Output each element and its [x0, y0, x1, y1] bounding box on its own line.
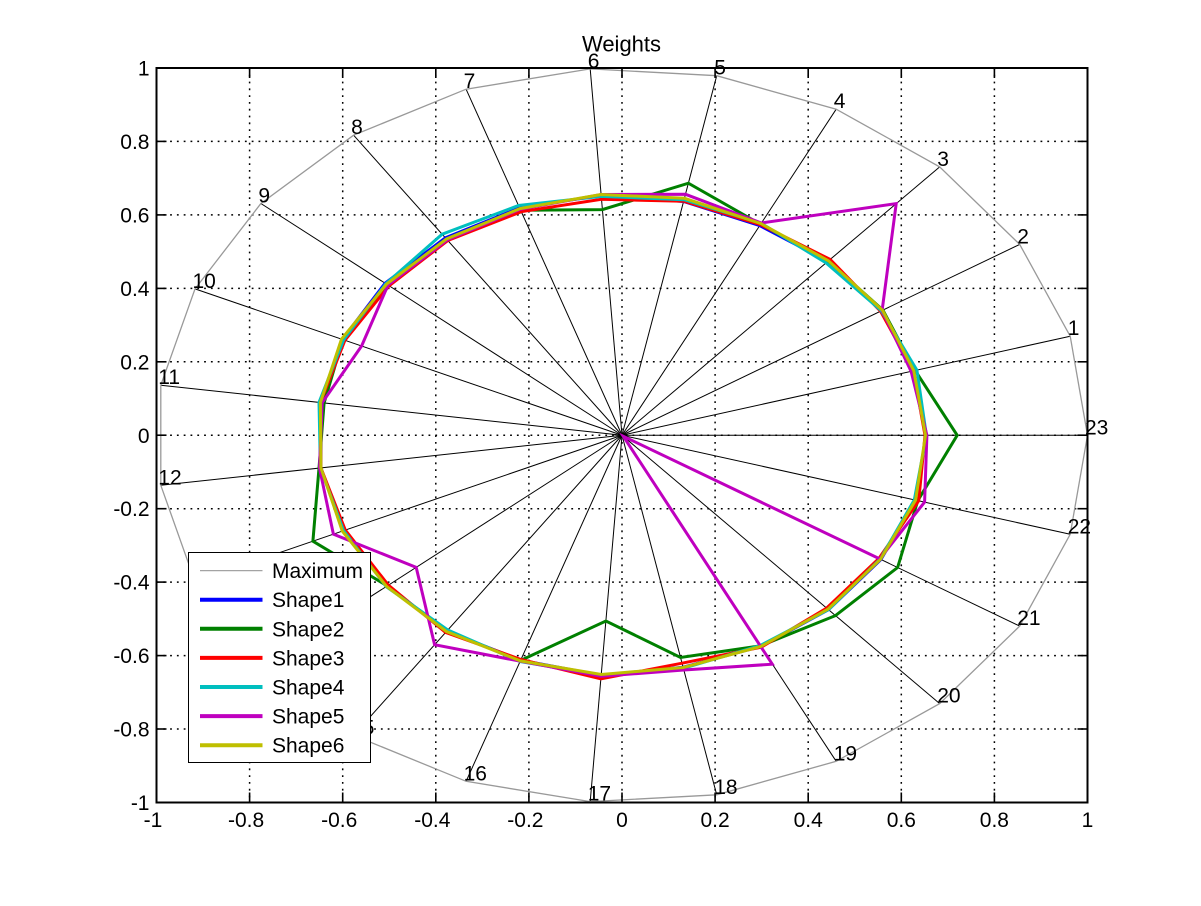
svg-text:-0.2: -0.2	[507, 809, 543, 832]
svg-text:Shape2: Shape2	[272, 618, 344, 641]
svg-text:-0.8: -0.8	[228, 809, 264, 832]
svg-text:-0.4: -0.4	[414, 809, 451, 832]
svg-text:0.6: 0.6	[887, 809, 916, 832]
svg-text:21: 21	[1017, 607, 1040, 630]
svg-text:0.4: 0.4	[120, 278, 150, 301]
svg-text:-0.4: -0.4	[113, 572, 150, 595]
svg-text:Shape1: Shape1	[272, 589, 344, 612]
svg-text:-0.2: -0.2	[113, 498, 149, 521]
svg-text:23: 23	[1085, 416, 1108, 439]
svg-text:22: 22	[1068, 515, 1091, 538]
svg-text:2: 2	[1017, 225, 1029, 248]
svg-text:11: 11	[158, 366, 180, 389]
svg-text:Weights: Weights	[582, 32, 661, 57]
svg-text:20: 20	[937, 685, 960, 708]
svg-text:-1: -1	[131, 792, 150, 815]
svg-text:-0.6: -0.6	[321, 809, 357, 832]
svg-text:18: 18	[714, 776, 737, 799]
svg-text:10: 10	[193, 270, 216, 293]
svg-text:0.8: 0.8	[120, 131, 149, 154]
svg-text:1: 1	[1082, 809, 1094, 832]
svg-text:Shape3: Shape3	[272, 647, 344, 670]
svg-text:4: 4	[834, 90, 846, 113]
svg-text:-0.6: -0.6	[113, 645, 149, 668]
svg-text:0: 0	[616, 809, 628, 832]
svg-text:7: 7	[464, 70, 476, 93]
svg-text:3: 3	[937, 148, 949, 171]
svg-text:5: 5	[714, 57, 726, 80]
svg-text:0.6: 0.6	[120, 204, 149, 227]
svg-text:1: 1	[138, 58, 150, 81]
svg-text:8: 8	[351, 116, 363, 139]
svg-text:Maximum: Maximum	[272, 560, 363, 583]
svg-text:9: 9	[258, 185, 270, 208]
svg-text:12: 12	[158, 466, 181, 489]
svg-text:0: 0	[138, 425, 150, 448]
svg-text:Shape5: Shape5	[272, 706, 344, 729]
svg-text:-0.8: -0.8	[113, 719, 149, 742]
svg-text:0.8: 0.8	[980, 809, 1009, 832]
svg-text:17: 17	[588, 783, 611, 806]
svg-text:19: 19	[834, 742, 857, 765]
svg-text:Shape4: Shape4	[272, 677, 345, 700]
svg-text:1: 1	[1068, 317, 1080, 340]
svg-text:16: 16	[464, 762, 487, 785]
svg-text:0.2: 0.2	[700, 809, 729, 832]
svg-text:0.4: 0.4	[794, 809, 824, 832]
svg-text:Shape6: Shape6	[272, 735, 344, 758]
svg-text:0.2: 0.2	[120, 351, 149, 374]
